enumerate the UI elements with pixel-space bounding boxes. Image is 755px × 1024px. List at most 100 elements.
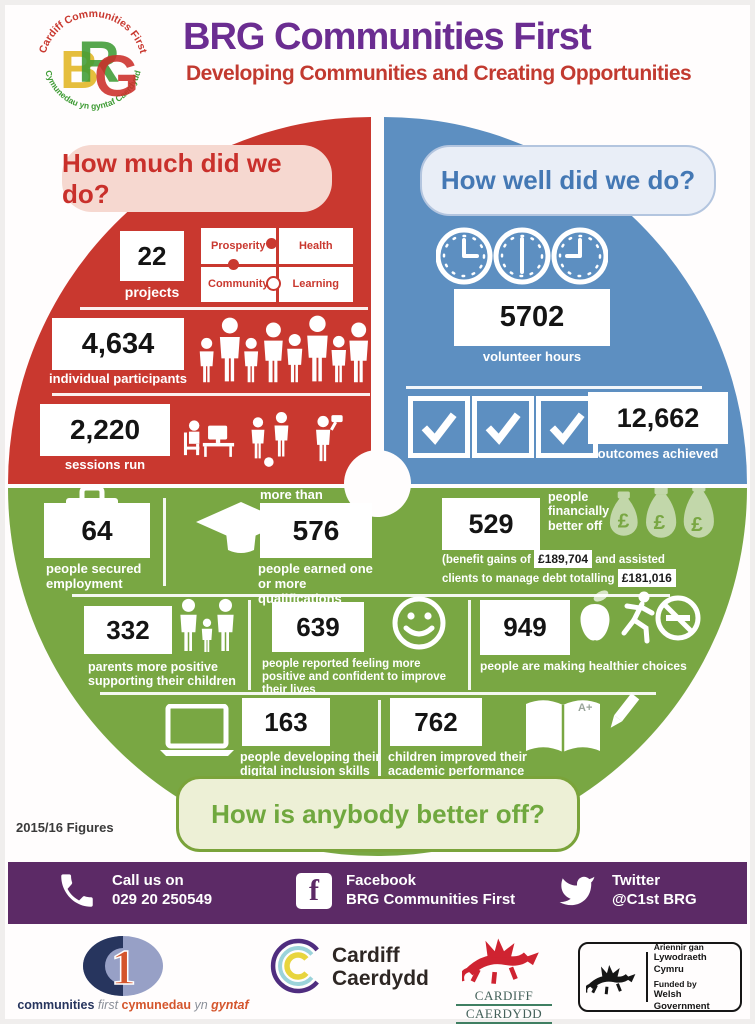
qualifications-count: 576: [260, 503, 372, 558]
divider: [248, 600, 251, 690]
twitter-contact[interactable]: Twitter @C1st BRG: [556, 872, 697, 910]
checkbox-icon: [472, 396, 534, 458]
note-text: (benefit gains of: [442, 554, 531, 566]
facebook-contact[interactable]: f Facebook BRG Communities First: [296, 872, 515, 910]
financial-note: (benefit gains of £189,704 and assisted …: [442, 550, 738, 589]
runner-icon: [621, 591, 655, 644]
puzzle-knob: [266, 276, 281, 291]
logo-letter-r: R: [78, 30, 120, 95]
wg-english2: Welsh Government: [653, 989, 710, 1012]
welsh-gov-dragon-icon: [586, 956, 640, 998]
employment-label: people secured employment: [46, 561, 142, 591]
cardiff-council-arcs-icon: [270, 938, 319, 994]
divider: [72, 594, 670, 597]
divider: [100, 692, 656, 695]
puzzle-piece-prosperity: Prosperity: [201, 228, 276, 264]
projects-count: 22: [120, 231, 184, 281]
cf-word: yn: [194, 998, 208, 1012]
cardiff-line2: Caerdydd: [332, 967, 429, 991]
divider: [378, 700, 381, 782]
logo-letter-b: B: [60, 40, 99, 100]
puzzle-piece-health: Health: [278, 228, 353, 264]
contact-bar: Call us on 029 20 250549 f Facebook BRG …: [8, 862, 747, 924]
volunteer-hours-count: 5702: [454, 289, 610, 346]
participants-count: 4,634: [52, 318, 184, 370]
smiley-icon: [392, 596, 446, 650]
family-icon: [180, 598, 234, 652]
cf-word: first: [97, 998, 119, 1012]
wg-english1: Funded by: [653, 979, 697, 989]
laptop-icon: [160, 704, 234, 756]
phone-icon: [61, 874, 93, 907]
sessions-activities-icon: [183, 412, 343, 467]
divider: [163, 498, 166, 586]
pound-symbol: £: [654, 511, 666, 534]
divider: [80, 307, 368, 310]
benefit-gains-amount: £189,704: [534, 550, 593, 568]
note-text: and assisted: [595, 554, 665, 566]
pencil-icon: [610, 693, 640, 728]
financial-count: 529: [442, 498, 540, 550]
crest-line1: CARDIFF: [456, 988, 552, 1006]
qualifications-prefix: more than: [260, 487, 323, 502]
crest-line2: CAERDYDD: [456, 1006, 552, 1024]
twitter-icon: [559, 876, 595, 906]
puzzle-piece-community: Community: [201, 266, 276, 302]
page-subtitle: Developing Communities and Creating Oppo…: [186, 62, 692, 85]
grade-annotation: A+: [578, 702, 593, 714]
cf-word: cymunedau: [121, 998, 191, 1012]
welsh-government-logo: Ariennir gan Lywodraeth Cymru Funded by …: [578, 942, 742, 1012]
participants-label: individual participants: [49, 371, 187, 386]
twitter-line1: Twitter: [612, 872, 661, 890]
puzzle-piece-learning: Learning: [278, 266, 353, 302]
logo-letter-g: G: [94, 44, 139, 109]
cardiff-council-wordmark: Cardiff Caerdydd: [332, 944, 429, 990]
academic-count: 762: [390, 698, 482, 746]
employment-count: 64: [44, 503, 150, 558]
parents-label: parents more positive supporting their c…: [88, 660, 236, 689]
communities-first-numeral: 1: [111, 939, 136, 995]
apple-icon: [580, 590, 610, 641]
people-group-icon: [199, 315, 369, 383]
puzzle-icon: Prosperity Health Community Learning: [201, 228, 353, 302]
communities-first-wordmark: communities first cymunedau yn gyntaf: [8, 998, 258, 1012]
outcomes-count: 12,662: [588, 392, 728, 444]
projects-label: projects: [124, 284, 180, 300]
healthier-label: people are making healthier choices: [480, 659, 687, 673]
qualifications-label: people earned one or more qualifications: [258, 561, 373, 606]
volunteer-hours-label: volunteer hours: [482, 349, 582, 364]
divider: [645, 952, 648, 1002]
sessions-label: sessions run: [64, 457, 146, 472]
digital-label: people developing their digital inclusio…: [240, 750, 381, 779]
twitter-handle: @C1st BRG: [612, 891, 697, 908]
better-off-heading: How is anybody better off?: [176, 776, 580, 852]
checkbox-icon: [408, 396, 470, 458]
divider: [468, 600, 471, 690]
pound-symbol: £: [691, 513, 703, 536]
outcomes-label: outcomes achieved: [597, 446, 719, 461]
phone-line1: Call us on: [112, 872, 184, 890]
how-well-heading: How well did we do?: [420, 145, 716, 216]
sessions-count: 2,220: [40, 404, 170, 456]
communities-first-logo: 1: [83, 936, 163, 996]
wg-welsh2: Lywodraeth Cymru: [653, 952, 707, 975]
parents-count: 332: [84, 606, 172, 654]
phone-number: 029 20 250549: [112, 891, 213, 908]
financial-label: people financially better off: [548, 490, 610, 533]
divider: [406, 386, 702, 389]
puzzle-knob: [266, 238, 277, 249]
healthier-count: 949: [480, 600, 570, 655]
cf-word: gyntaf: [211, 998, 249, 1012]
cardiff-crest-dragon-icon: [462, 928, 546, 986]
academic-label: children improved their academic perform…: [388, 750, 527, 779]
positive-count: 639: [272, 602, 364, 652]
phone-contact[interactable]: Call us on 029 20 250549: [56, 870, 212, 912]
puzzle-knob: [228, 259, 239, 270]
digital-count: 163: [242, 698, 330, 746]
how-much-heading: How much did we do?: [62, 145, 332, 212]
divider: [52, 393, 370, 396]
clocks-icon: [436, 227, 608, 285]
brg-circular-logo: Cardiff Communities First Cymunedau yn g…: [37, 8, 149, 111]
money-bags-icon: £ £ £: [609, 484, 714, 538]
